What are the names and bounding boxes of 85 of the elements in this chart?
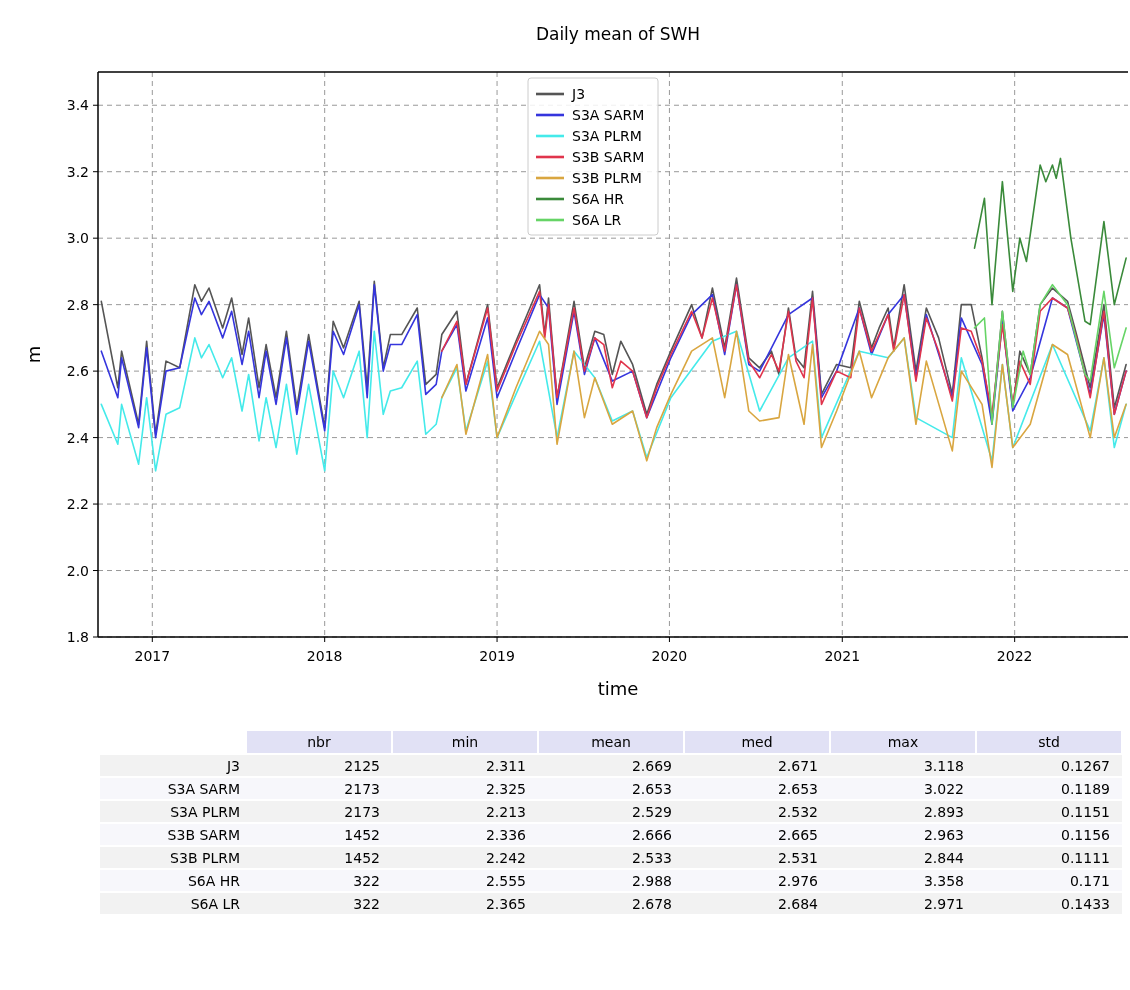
text: 2173 [344, 781, 380, 797]
category-label: J3 [226, 758, 240, 774]
text: 2.529 [631, 804, 672, 820]
text: 2.666 [631, 827, 673, 843]
text: 2.555 [485, 873, 526, 889]
legend-label: S6A HR [572, 191, 625, 207]
category-label: std [1038, 734, 1060, 750]
text: 2.533 [631, 850, 672, 866]
text: 2.213 [485, 804, 526, 820]
x-axis-title: time [597, 678, 639, 699]
text: 3.022 [923, 781, 964, 797]
x-tick-label: 2020 [651, 648, 688, 664]
y-axis-title: m [23, 345, 44, 364]
text: 0.1433 [1061, 896, 1110, 912]
category-label: S6A HR [187, 873, 240, 889]
y-tick-label: 2.6 [66, 363, 90, 380]
x-tick-label: 2021 [824, 648, 861, 664]
chart-title: Daily mean of SWH [535, 24, 701, 44]
category-label: nbr [307, 734, 331, 750]
category-label: S3B PLRM [170, 850, 240, 866]
text: 2.531 [777, 850, 818, 866]
category-label: S3A SARM [167, 781, 240, 797]
text: 2.678 [631, 896, 672, 912]
text: 0.171 [1069, 873, 1110, 889]
text: 0.1189 [1061, 781, 1110, 797]
category-label: S3B SARM [167, 827, 240, 843]
text: 1452 [344, 850, 380, 866]
text: 2.963 [923, 827, 964, 843]
text: 322 [353, 873, 380, 889]
text: 3.118 [923, 758, 964, 774]
line-series [100, 330, 1127, 472]
text: 2.988 [631, 873, 672, 889]
y-tick-label: 3.2 [66, 163, 89, 180]
y-tick-label: 3.4 [66, 97, 90, 114]
x-tick-label: 2017 [134, 648, 171, 664]
legend-label: S3A PLRM [572, 128, 642, 144]
text: 2125 [344, 758, 380, 774]
text: 2.971 [923, 896, 964, 912]
x-tick-label: 2019 [479, 648, 515, 664]
category-label: min [451, 734, 479, 750]
legend-label: J3 [571, 86, 586, 102]
y-tick-label: 2.2 [66, 496, 89, 513]
category-label: S3A PLRM [170, 804, 240, 820]
text: 2.653 [777, 781, 818, 797]
text: 2.365 [485, 896, 526, 912]
category-label: S6A LR [190, 896, 240, 912]
x-tick-label: 2018 [306, 648, 343, 664]
x-tick-label: 2022 [996, 648, 1033, 664]
text: 2173 [344, 804, 380, 820]
legend-label: S6A LR [572, 212, 622, 228]
line-series [441, 283, 1127, 419]
line-series [973, 283, 1127, 426]
text: 0.1156 [1061, 827, 1111, 843]
text: 2.532 [777, 804, 818, 820]
text: 2.844 [923, 850, 965, 866]
legend-label: S3A SARM [572, 107, 645, 123]
text: 0.1151 [1061, 804, 1110, 820]
y-tick-label: 2.8 [66, 296, 89, 313]
text: 2.311 [485, 758, 526, 774]
text: 2.893 [923, 804, 964, 820]
category-label: med [741, 734, 773, 750]
text: 2.242 [485, 850, 526, 866]
y-tick-label: 1.8 [66, 629, 89, 645]
text: 2.684 [777, 896, 819, 912]
text: 2.671 [777, 758, 818, 774]
text: 2.665 [777, 827, 818, 843]
text: 0.1267 [1061, 758, 1110, 774]
text: 2.669 [631, 758, 672, 774]
text: 322 [353, 896, 380, 912]
line-series [441, 330, 1127, 469]
category-label: mean [591, 734, 631, 750]
legend-label: S3B PLRM [572, 170, 642, 186]
text: 2.653 [631, 781, 672, 797]
text: 1452 [344, 827, 380, 843]
text: 3.358 [923, 873, 964, 889]
text: 0.1111 [1061, 850, 1110, 866]
text: 2.976 [777, 873, 819, 889]
y-tick-label: 2.0 [66, 562, 89, 579]
y-tick-label: 3.0 [66, 230, 89, 247]
line-series [973, 157, 1127, 326]
text: 2.325 [485, 781, 526, 797]
y-tick-label: 2.4 [66, 429, 90, 446]
category-label: max [887, 734, 919, 750]
text: 2.336 [485, 827, 527, 843]
legend-label: S3B SARM [572, 149, 645, 165]
